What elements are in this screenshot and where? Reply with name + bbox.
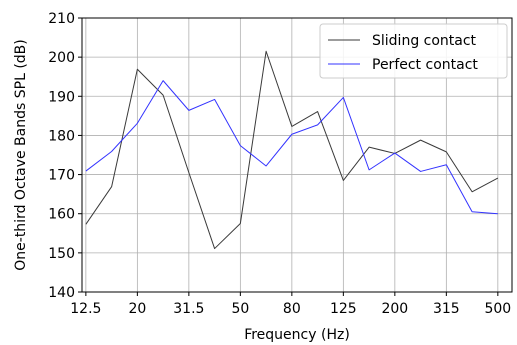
y-tick-label: 180 — [48, 128, 75, 144]
legend-label-sliding-contact: Sliding contact — [372, 33, 477, 49]
legend-box — [319, 23, 508, 79]
series-line-sliding-contact — [85, 50, 499, 250]
series-layer — [85, 50, 499, 250]
x-tick-label: 315 — [433, 301, 460, 317]
x-tick-label: 50 — [231, 301, 249, 317]
y-tick-label: 190 — [48, 89, 75, 105]
x-tick-label: 80 — [283, 301, 301, 317]
y-tick-label: 210 — [48, 11, 75, 27]
y-tick-label: 150 — [48, 246, 75, 262]
legend: Sliding contact Perfect contact — [319, 23, 508, 79]
x-tick-label: 500 — [484, 301, 511, 317]
y-tick-label: 200 — [48, 50, 75, 66]
series-line-perfect-contact — [85, 80, 498, 215]
x-tick-label: 31.5 — [173, 301, 204, 317]
y-axis-label: One-third Octave Bands SPL (dB) — [13, 39, 29, 270]
x-tick-label: 12.5 — [70, 301, 101, 317]
legend-label-perfect-contact: Perfect contact — [372, 57, 478, 73]
y-tick-label: 160 — [48, 207, 75, 223]
axis-ticks: 140 150 160 170 180 190 200 210 12.5 20 31.5 50 80 12… — [48, 11, 511, 317]
x-tick-label: 125 — [330, 301, 357, 317]
x-tick-label: 200 — [381, 301, 408, 317]
x-tick-label: 20 — [128, 301, 146, 317]
y-tick-label: 170 — [48, 168, 75, 184]
y-tick-label: 140 — [48, 285, 75, 301]
x-axis-label: Frequency (Hz) — [244, 327, 350, 343]
plot-frame — [81, 17, 513, 293]
